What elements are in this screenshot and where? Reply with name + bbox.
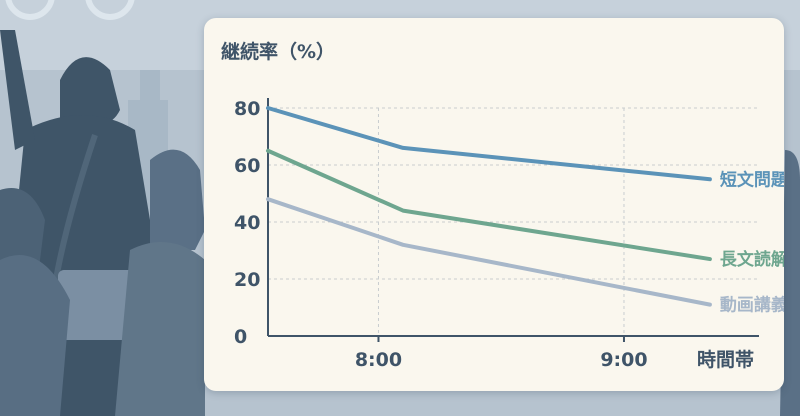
y-tick-label: 40 <box>234 212 260 234</box>
series-line-3 <box>266 197 712 307</box>
chart-card: 0 20 40 60 80 8:00 9:00 短文問題長文読解動画講義 継続率（%） 時間… <box>204 18 784 391</box>
y-tick-label: 0 <box>234 326 247 348</box>
x-tick-label: 8:00 <box>355 349 402 371</box>
x-axis-label: 時間帯 <box>697 348 754 371</box>
series-line-2 <box>266 148 712 262</box>
x-tick-label: 9:00 <box>600 349 647 371</box>
y-axis-label: 継続率（%） <box>221 40 335 63</box>
series-label-2: 長文読解 <box>720 249 784 270</box>
series-label-1: 短文問題 <box>720 169 784 190</box>
y-tick-label: 20 <box>234 269 260 291</box>
series-line-1 <box>266 106 712 182</box>
series-label-3: 動画講義 <box>720 295 784 316</box>
y-tick-label: 80 <box>234 98 260 120</box>
y-tick-label: 60 <box>234 155 260 177</box>
